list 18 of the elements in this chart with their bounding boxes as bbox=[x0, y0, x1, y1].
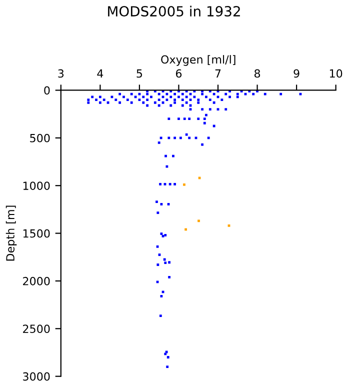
y-tick-label: 500 bbox=[30, 134, 50, 142]
x-tick-label: 5 bbox=[136, 69, 142, 78]
x-tick-label: 7 bbox=[215, 69, 221, 78]
x-axis-title: Oxygen [ml/l] bbox=[161, 55, 236, 66]
chart-title: MODS2005 in 1932 bbox=[108, 6, 240, 17]
x-tick-label: 9 bbox=[294, 69, 300, 78]
y-tick-label: 1000 bbox=[23, 182, 50, 190]
x-tick-label: 4 bbox=[97, 69, 104, 78]
y-tick-label: 0 bbox=[44, 86, 50, 95]
y-tick-label: 3000 bbox=[23, 372, 50, 381]
y-tick-label: 1500 bbox=[23, 229, 50, 238]
y-tick-label: 2500 bbox=[23, 324, 50, 334]
x-tick-label: 6 bbox=[176, 69, 182, 78]
y-axis-title: Depth [m] bbox=[6, 206, 17, 261]
x-tick-label: 3 bbox=[58, 69, 64, 78]
x-tick-label: 8 bbox=[254, 69, 260, 78]
x-tick-label: 10 bbox=[330, 69, 342, 78]
y-tick-label: 2000 bbox=[23, 276, 50, 286]
